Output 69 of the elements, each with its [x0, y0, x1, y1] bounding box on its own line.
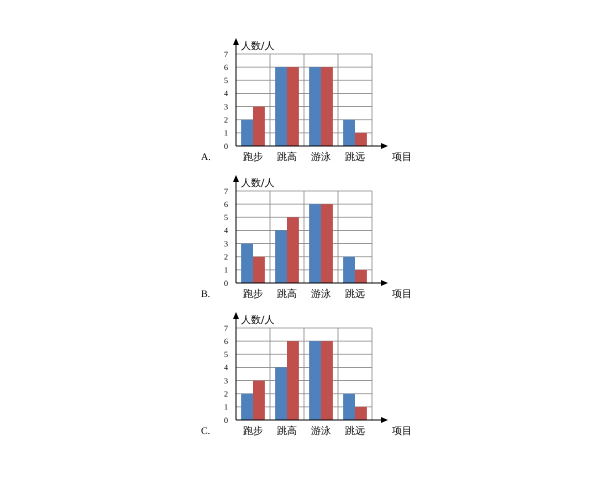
x-tick-label: 跳远 [345, 288, 365, 300]
y-tick-label: 6 [224, 200, 228, 209]
bar [241, 120, 253, 146]
y-axis-title: 人数/人 [241, 41, 274, 52]
y-tick-label: 3 [224, 239, 228, 248]
y-tick-label: 1 [224, 128, 228, 138]
y-tick-label: 7 [224, 324, 228, 333]
x-tick-label: 跳高 [277, 151, 297, 163]
bar [355, 270, 367, 283]
y-tick-label: 6 [224, 336, 228, 346]
bar [343, 120, 355, 146]
y-axis-title: 人数/人 [241, 315, 274, 326]
y-tick-label: 6 [224, 62, 228, 72]
y-axis-title: 人数/人 [241, 178, 274, 189]
bar [287, 67, 299, 146]
y-tick-label: 3 [224, 376, 228, 386]
y-tick-label: 1 [224, 402, 228, 412]
bar [253, 256, 265, 283]
bar [275, 67, 287, 146]
x-tick-label: 跑步 [243, 151, 263, 163]
bar [253, 106, 265, 146]
x-axis-title: 项目 [392, 289, 412, 300]
y-tick-label: 5 [224, 350, 228, 360]
text: A. [201, 152, 211, 163]
bar [321, 341, 333, 420]
y-tick-label: 2 [224, 252, 228, 262]
bar [309, 341, 321, 420]
x-axis-title: 项目 [392, 152, 412, 163]
y-tick-label: 1 [224, 266, 228, 275]
x-tick-label: 游泳 [311, 288, 331, 300]
bar [309, 67, 321, 146]
y-tick-label: 7 [224, 186, 228, 196]
bar [241, 394, 253, 420]
y-tick-label: 3 [224, 102, 228, 112]
x-tick-label: 跑步 [243, 288, 263, 300]
y-tick-label: 0 [224, 416, 228, 425]
bar [355, 406, 367, 420]
y-tick-label: 2 [224, 390, 228, 399]
bar [343, 394, 355, 420]
x-tick-label: 跑步 [243, 425, 263, 437]
y-tick-label: 4 [224, 89, 228, 98]
bar [343, 256, 355, 283]
bar [287, 217, 299, 283]
bar [275, 367, 287, 420]
y-tick-label: 2 [224, 116, 228, 125]
bar [321, 204, 333, 283]
x-tick-label: 跳远 [345, 425, 365, 437]
x-tick-label: 游泳 [311, 151, 331, 163]
y-tick-label: 0 [224, 278, 228, 288]
bar [253, 380, 265, 420]
y-tick-label: 4 [224, 226, 228, 236]
x-tick-label: 跳高 [277, 425, 297, 437]
bar [275, 230, 287, 283]
x-axis-title: 项目 [392, 426, 412, 437]
y-tick-label: 5 [224, 76, 228, 86]
x-tick-label: 跳远 [345, 151, 365, 163]
bar [241, 244, 253, 283]
y-tick-label: 4 [224, 363, 228, 372]
bar [321, 67, 333, 146]
y-tick-label: 7 [224, 50, 228, 59]
x-tick-label: 跳高 [277, 288, 297, 300]
x-tick-label: 游泳 [311, 425, 331, 437]
bar [355, 132, 367, 146]
bar [309, 204, 321, 283]
y-tick-label: 0 [224, 142, 228, 151]
bar [287, 341, 299, 420]
text: B. [201, 289, 210, 300]
y-tick-label: 5 [224, 213, 228, 222]
text: C. [201, 426, 210, 437]
